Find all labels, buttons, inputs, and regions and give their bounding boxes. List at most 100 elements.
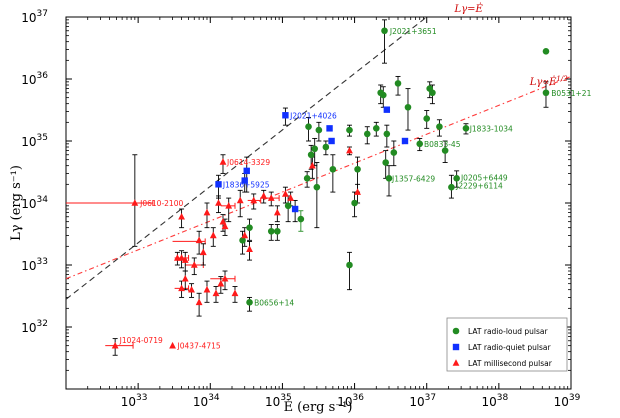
y-axis-label: Lγ (erg s⁻¹) [9,165,24,241]
radio-loud-pulsar-point [382,159,389,166]
radio-loud-pulsar-point [372,125,380,132]
millisecond-pulsar-point [178,212,185,220]
legend-label: LAT radio-quiet pulsar [468,343,551,352]
millisecond-pulsar-point [195,298,203,306]
radio-loud-pulsar-point [246,299,253,306]
millisecond-pulsar-point [188,285,195,293]
millisecond-pulsar-point [231,289,239,297]
radio-loud-pulsar-point [329,165,337,173]
millisecond-pulsar-point [225,202,233,209]
legend: LAT radio-loud pulsar LAT radio-quiet pul… [446,317,568,372]
radio-loud-pulsar-point [404,103,412,111]
pulsar-name-label: J1357-6429 [391,174,435,183]
millisecond-pulsar-point [246,245,253,252]
millisecond-pulsar-point [203,208,211,216]
radio-loud-pulsar-point [390,149,398,156]
radio-loud-pulsar-point [284,202,292,210]
y-tick-label: 1035 [21,133,48,149]
radio-loud-pulsar-point [346,261,353,269]
radio-loud-pulsar-point [462,125,470,132]
radio-loud-pulsar-point [542,89,550,97]
pulsar-name-label: B0833-45 [424,140,461,149]
radio-loud-pulsar-point [311,145,318,153]
millisecond-pulsar-point [221,222,229,230]
radio-loud-pulsar-point [423,115,431,122]
pulsar-name-label: B0531+21 [551,89,591,98]
radio-quiet-pulsar-point [326,125,333,132]
legend-box [446,317,568,372]
pulsar-annotations: J2021+3651 B0531+21 J1833-1034 J0205+6449 J2… [119,27,592,351]
millisecond-pulsar-point [173,254,181,261]
pulsar-name-label: J0205+6449 [460,173,508,182]
millisecond-pulsar-point [250,196,258,204]
y-tick-label: 1036 [21,71,48,87]
radio-loud-pulsar-point [246,224,253,231]
x-axis-label: Ė (erg s⁻¹) [284,398,353,415]
x-tick-label: 1033 [121,393,148,409]
millisecond-pulsar-point [199,248,207,256]
radio-loud-pulsar-point [416,140,424,148]
x-tick-label: 1038 [481,393,508,409]
radio-loud-pulsar-point [354,165,361,173]
millisecond-pulsar-point [215,199,222,206]
y-tick-label: 1033 [21,257,48,273]
legend-label: LAT millisecond pulsar [468,359,553,368]
millisecond-pulsar-point [236,196,244,204]
y-tick-label: 1034 [21,195,48,211]
millisecond-pulsar-point [169,341,176,349]
radio-loud-pulsar-point [239,237,246,244]
millisecond-pulsar-point [212,289,220,297]
radio-loud-pulsar-point [542,47,550,55]
radio-loud-pulsar-point [267,227,275,235]
radio-loud-pulsar-point [363,130,371,138]
millisecond-pulsar-point [282,190,289,197]
radio-loud-pulsar-point [307,151,315,159]
millisecond-pulsar-point [131,199,139,206]
x-tick-label: 1037 [409,393,436,409]
millisecond-pulsar-point [219,217,227,225]
trend-lines [66,17,571,300]
legend-marker-circle [452,327,460,335]
millisecond-pulsar-point [181,256,189,263]
radio-loud-pulsar-point [351,199,358,207]
legend-marker-square [452,343,460,351]
pulsar-name-label: B0656+14 [254,298,294,307]
millisecond-pulsar-point [195,236,203,244]
millisecond-pulsar-point [181,274,189,282]
equality-line-label: Lγ=Ė [454,3,484,15]
pulsar-name-label: J0610-2100 [139,199,183,208]
x-tick-label: 1035 [265,393,292,409]
millisecond-pulsar-point [217,279,225,287]
sqrt-line-label: Lγ∝Ė1/2 [529,75,568,88]
radio-loud-pulsar-point [381,27,388,35]
millisecond-pulsar-point [308,161,316,169]
radio-loud-pulsar-point [377,89,384,97]
radio-loud-pulsar-point [383,130,391,138]
millisecond-pulsar-point [287,194,295,201]
x-tick-label: 1039 [554,393,581,409]
millisecond-pulsar-point [241,231,249,239]
radio-loud-pulsar-point [303,175,311,182]
x-tick-label: 1034 [193,393,220,409]
legend-marker-triangle [452,359,460,366]
millisecond-pulsar-point [111,341,119,349]
pulsar-name-label: J2021+4026 [289,111,337,120]
pulsar-name-label: J1833-1034 [469,124,513,133]
radio-loud-pulsar-point [305,123,312,131]
radio-loud-pulsar-point [274,227,281,235]
radio-loud-pulsar-point [385,175,393,182]
y-tick-label: 1032 [21,319,48,335]
radio-loud-pulsar-point [453,175,460,182]
equality-line [66,17,428,300]
radio-loud-pulsar-point [426,85,434,92]
x-tick-label: 1036 [337,393,364,409]
pulsar-name-label: J1024-0719 [119,336,163,345]
millisecond-pulsar-point [209,231,217,239]
pulsar-name-label: J2021+3651 [389,27,437,36]
millisecond-pulsar-point [273,208,281,216]
radio-loud-pulsar-point [315,126,323,134]
radio-loud-pulsar-point [394,80,402,87]
radio-quiet-pulsar-point [241,177,248,184]
radio-loud-pulsar-point [322,143,330,151]
pulsar-name-label: J0437-4715 [177,342,221,351]
